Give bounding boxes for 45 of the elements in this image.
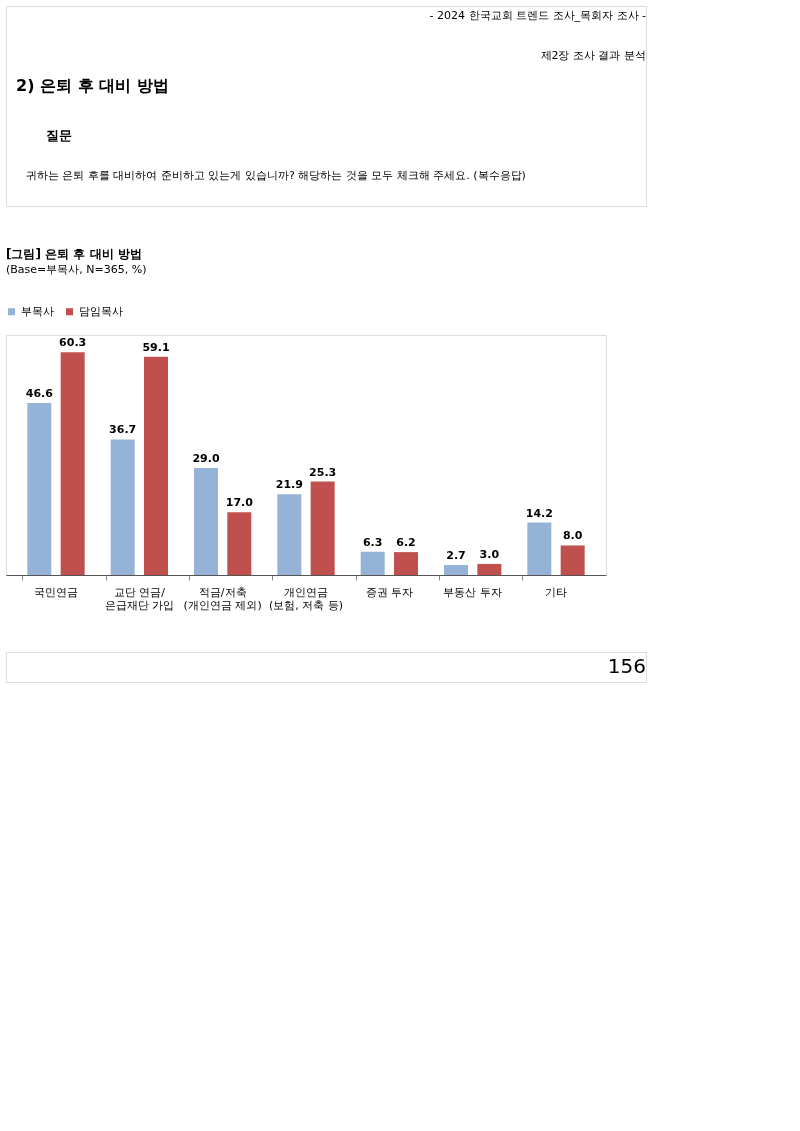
bar	[310, 481, 335, 575]
text: 2) 은퇴 후 대비 방법	[16, 76, 169, 95]
data-label: 6.2	[396, 536, 416, 550]
data-label: 6.3	[362, 535, 383, 549]
bar	[394, 552, 418, 575]
data-label: 14.2	[525, 506, 553, 520]
bar	[194, 467, 218, 575]
bar	[360, 551, 385, 575]
data-label: 25.3	[309, 465, 337, 479]
bar	[60, 352, 85, 575]
text: 156	[607, 654, 646, 678]
data-label: 46.6	[25, 386, 54, 400]
bar	[227, 512, 252, 575]
bar	[444, 565, 468, 575]
data-label: 2.7	[446, 549, 466, 563]
x-tick-label: 기타	[545, 585, 567, 599]
x-tick-label: 부동산 투자	[443, 585, 502, 599]
bar	[560, 545, 585, 575]
bar	[277, 494, 302, 575]
bar	[27, 402, 52, 575]
data-label: 60.3	[59, 336, 87, 350]
legend-label: 부목사	[21, 304, 54, 318]
x-tick-label: 개인연금 (보험, 저축 등)	[268, 585, 344, 612]
bar	[527, 522, 552, 575]
data-label: 3.0	[479, 547, 500, 561]
data-label: 21.9	[275, 478, 303, 492]
bar	[110, 439, 135, 575]
data-label: 29.0	[192, 451, 220, 465]
data-label: 8.0	[562, 529, 583, 543]
text: (Base=부목사, N=365, %)	[6, 263, 147, 276]
text: 제2장 조사 결과 분석	[540, 49, 646, 62]
x-tick-label: 교단 연금/ 은급재단 가입	[104, 585, 175, 612]
chart-title: [그림] 은퇴 후 대비 방법	[6, 247, 142, 261]
data-label: 17.0	[225, 496, 254, 510]
text: 귀하는 은퇴 후를 대비하여 준비하고 있는게 있습니까? 해당하는 것을 모두 체크해 주세요. (복수응답)	[26, 169, 526, 182]
x-tick-label: 증권 투자	[365, 585, 414, 599]
text: - 2024 한국교회 트렌드 조사_목회자 조사 -	[429, 9, 647, 22]
x-tick-label: 적금/저축 (개인연금 제외)	[183, 585, 262, 612]
bar	[477, 563, 502, 575]
data-label: 59.1	[142, 340, 170, 354]
data-label: 36.7	[109, 423, 137, 437]
x-tick-label: 국민연금	[34, 585, 78, 599]
bar	[144, 356, 168, 575]
legend-label: 담임목사	[79, 304, 123, 318]
text: 질문	[46, 128, 72, 143]
